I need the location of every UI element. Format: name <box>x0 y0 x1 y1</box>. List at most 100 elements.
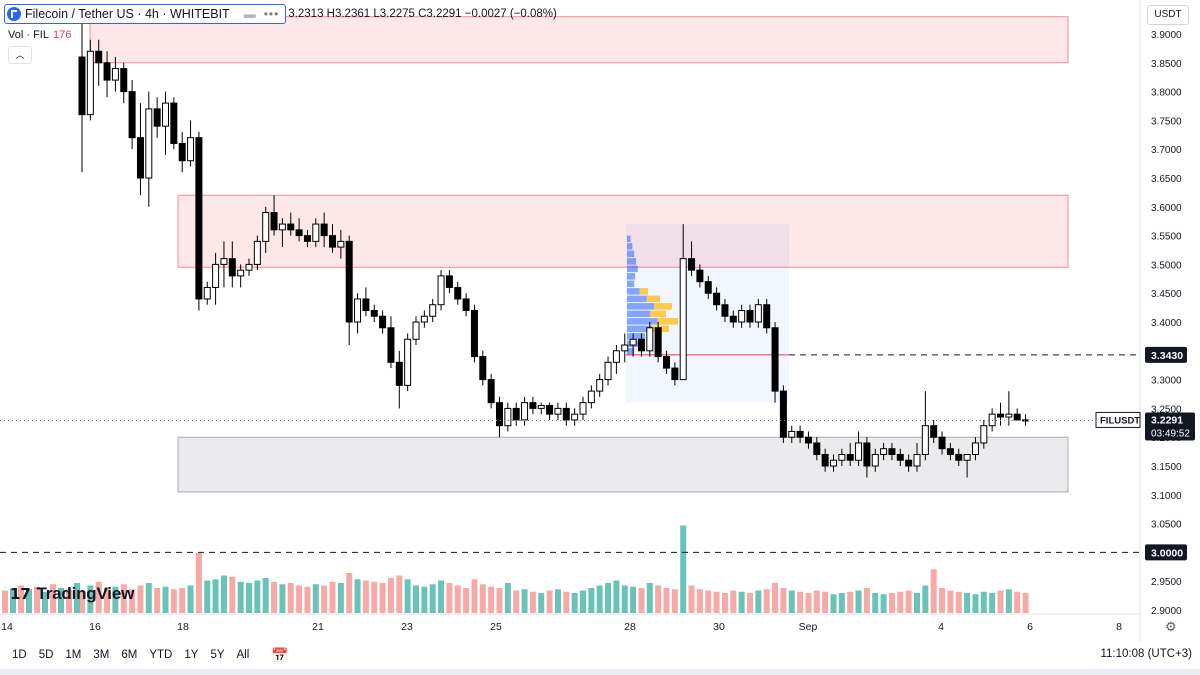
candle[interactable] <box>671 367 679 381</box>
candle[interactable] <box>763 304 771 329</box>
candle[interactable] <box>938 436 946 450</box>
candle[interactable] <box>253 240 261 265</box>
candle[interactable] <box>504 407 512 427</box>
candle[interactable] <box>262 212 270 242</box>
candle[interactable] <box>955 453 963 461</box>
resistance-zone-0[interactable] <box>89 16 1069 64</box>
candle[interactable] <box>529 402 537 409</box>
candle[interactable] <box>295 229 303 237</box>
range-5y-button[interactable]: 5Y <box>210 649 225 661</box>
range-1y-button[interactable]: 1Y <box>184 649 199 661</box>
candle[interactable] <box>86 50 94 116</box>
candle[interactable] <box>162 102 169 127</box>
candle[interactable] <box>329 235 336 248</box>
candle[interactable] <box>487 379 495 404</box>
candle[interactable] <box>362 298 370 311</box>
candle[interactable] <box>128 91 136 139</box>
candle[interactable] <box>596 379 604 392</box>
candle[interactable] <box>178 142 186 162</box>
collapse-legend-button[interactable]: ︿ <box>8 46 32 64</box>
candle[interactable] <box>896 453 904 461</box>
candle[interactable] <box>688 258 696 271</box>
more-icon[interactable]: ••• <box>263 7 280 21</box>
candle[interactable] <box>704 281 712 294</box>
candle[interactable] <box>997 413 1004 418</box>
candle[interactable] <box>220 258 228 265</box>
range-all-button[interactable]: All <box>236 649 250 661</box>
candle[interactable] <box>905 459 913 467</box>
candle[interactable] <box>971 442 979 455</box>
candle[interactable] <box>612 350 620 363</box>
settings-gear-icon[interactable]: ⚙ <box>1165 619 1177 634</box>
candle[interactable] <box>345 240 353 323</box>
candle[interactable] <box>729 315 737 323</box>
candle[interactable] <box>479 356 487 381</box>
candle[interactable] <box>537 405 545 409</box>
candle[interactable] <box>404 338 412 386</box>
candle[interactable] <box>579 402 587 415</box>
candle[interactable] <box>237 269 245 277</box>
candle[interactable] <box>754 304 762 323</box>
candle[interactable] <box>871 453 879 467</box>
candle[interactable] <box>203 286 211 300</box>
candle[interactable] <box>562 407 570 421</box>
candle[interactable] <box>621 344 629 352</box>
candle[interactable] <box>437 275 445 306</box>
candle[interactable] <box>454 286 462 300</box>
candle[interactable] <box>412 321 420 340</box>
candle[interactable] <box>445 275 453 288</box>
candle[interactable] <box>111 68 119 81</box>
candle[interactable] <box>963 453 971 461</box>
candle[interactable] <box>629 338 637 346</box>
candle[interactable] <box>312 223 320 242</box>
candle[interactable] <box>846 453 854 461</box>
candle[interactable] <box>496 402 503 427</box>
candle[interactable] <box>771 327 779 392</box>
symbol-title[interactable]: Filecoin / Tether US · 4h · WHITEBIT <box>25 7 230 21</box>
candle[interactable] <box>646 327 654 352</box>
candle[interactable] <box>788 430 796 438</box>
candle[interactable] <box>587 390 595 404</box>
candle[interactable] <box>738 309 746 323</box>
candle[interactable] <box>136 137 144 179</box>
candle[interactable] <box>980 425 988 444</box>
candle[interactable] <box>930 425 938 438</box>
candle[interactable] <box>170 102 178 144</box>
range-1m-button[interactable]: 1M <box>65 649 82 661</box>
range-5d-button[interactable]: 5D <box>38 649 54 661</box>
candle[interactable] <box>713 292 721 306</box>
candle[interactable] <box>228 258 236 277</box>
candle[interactable] <box>420 315 428 323</box>
candle[interactable] <box>395 361 403 386</box>
candle[interactable] <box>379 315 387 329</box>
candle[interactable] <box>78 56 86 116</box>
candle[interactable] <box>103 62 111 81</box>
candle[interactable] <box>120 68 128 93</box>
candle[interactable] <box>95 50 103 64</box>
candle[interactable] <box>187 137 195 162</box>
candle[interactable] <box>813 442 821 455</box>
candle[interactable] <box>779 390 787 438</box>
candle[interactable] <box>921 425 929 455</box>
candle[interactable] <box>195 137 203 300</box>
candle[interactable] <box>1005 413 1013 418</box>
candle[interactable] <box>354 298 362 323</box>
candle[interactable] <box>571 413 579 421</box>
currency-button[interactable]: USDT <box>1147 5 1189 25</box>
calendar-icon[interactable]: 📅 <box>271 646 289 663</box>
candle[interactable] <box>1013 413 1021 421</box>
candle[interactable] <box>888 448 896 455</box>
candle[interactable] <box>512 407 520 421</box>
candle[interactable] <box>946 448 954 455</box>
candle[interactable] <box>429 304 437 317</box>
candle[interactable] <box>145 108 153 179</box>
candle[interactable] <box>721 304 729 317</box>
candle[interactable] <box>303 235 311 242</box>
candle[interactable] <box>988 413 996 427</box>
candle[interactable] <box>554 407 562 415</box>
candle[interactable] <box>654 327 662 358</box>
range-3m-button[interactable]: 3M <box>93 649 110 661</box>
candle[interactable] <box>278 223 286 231</box>
candle[interactable] <box>838 453 846 461</box>
